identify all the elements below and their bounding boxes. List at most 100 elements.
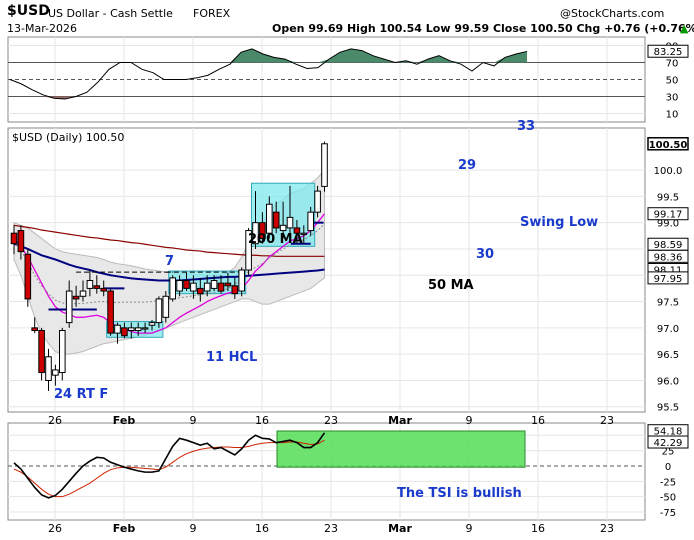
candle-body bbox=[107, 290, 114, 334]
candle-body bbox=[10, 232, 18, 245]
annotation-n30: 30 bbox=[476, 247, 494, 262]
tsi-last-value-box bbox=[647, 435, 689, 449]
header-name: US Dollar - Cash Settle bbox=[48, 7, 173, 20]
candle-body bbox=[259, 222, 266, 239]
price-y-tick: 95.5 bbox=[657, 403, 679, 414]
candle-body bbox=[31, 327, 38, 331]
price-y-tick: 97.5 bbox=[657, 298, 679, 309]
x-tick-label: 26 bbox=[48, 522, 62, 535]
price-label-box bbox=[647, 249, 689, 263]
price-label-value: 98.59 bbox=[654, 240, 683, 251]
x-tick-label: 9 bbox=[190, 414, 197, 427]
tsi-y-tick: -50 bbox=[660, 493, 676, 504]
candle-body bbox=[141, 327, 149, 330]
header-up-arrow-icon: ▲ bbox=[680, 22, 689, 35]
candle-body bbox=[217, 282, 225, 292]
candle-body bbox=[121, 327, 128, 337]
x-tick-label: 9 bbox=[466, 414, 473, 427]
ema-line bbox=[13, 213, 326, 334]
candle-body bbox=[65, 290, 73, 324]
candle-body bbox=[128, 327, 135, 331]
tsi-y-tick: 0 bbox=[665, 462, 671, 473]
candle-body bbox=[79, 290, 87, 297]
price-label-value: 98.11 bbox=[654, 265, 683, 276]
candle-body bbox=[93, 285, 101, 289]
x-tick-label: 9 bbox=[190, 522, 197, 535]
tsi-y-tick: -75 bbox=[660, 508, 676, 519]
price-label-value: 98.36 bbox=[654, 252, 683, 263]
candle-body bbox=[169, 277, 176, 300]
price-y-tick: 96.0 bbox=[657, 376, 679, 387]
x-tick-label: Mar bbox=[388, 414, 412, 427]
annotation-n33: 33 bbox=[517, 119, 535, 134]
rsi-y-tick: 70 bbox=[666, 59, 679, 70]
tsi-y-tick: 25 bbox=[662, 447, 675, 458]
x-tick-label: 23 bbox=[324, 414, 338, 427]
annotation-ma200: 200 MA bbox=[248, 232, 303, 247]
tsi-bullish-box bbox=[276, 430, 526, 468]
header-exchange: FOREX bbox=[193, 7, 231, 20]
x-tick-label: Feb bbox=[113, 414, 136, 427]
candle-body bbox=[279, 224, 287, 232]
candle-body bbox=[190, 282, 197, 292]
tsi-y-tick: -25 bbox=[660, 477, 676, 488]
candle-body bbox=[86, 280, 94, 289]
x-tick-label: Mar bbox=[388, 522, 412, 535]
tsi-last-value: 54.18 bbox=[654, 427, 683, 438]
rsi-y-tick: 10 bbox=[666, 110, 679, 121]
candle-body bbox=[266, 203, 273, 234]
header-symbol: $USD bbox=[7, 3, 50, 19]
price-label-value: 100.50 bbox=[649, 140, 688, 151]
ma50-line bbox=[13, 242, 325, 282]
price-label-box bbox=[647, 207, 689, 221]
candle-body bbox=[272, 211, 280, 229]
candle-body bbox=[197, 287, 204, 295]
candle-body bbox=[293, 227, 301, 234]
x-tick-label: 26 bbox=[48, 414, 62, 427]
candle-body bbox=[231, 285, 239, 295]
candle-body bbox=[52, 369, 59, 376]
candle-body bbox=[38, 329, 45, 374]
header-date: 13-Mar-2026 bbox=[7, 22, 77, 35]
candle-body bbox=[203, 282, 211, 292]
x-tick-label: 23 bbox=[324, 522, 338, 535]
rsi-last-value-box bbox=[647, 44, 689, 58]
price-y-tick: 99.0 bbox=[657, 219, 679, 230]
x-tick-label: 16 bbox=[255, 522, 269, 535]
candle-body bbox=[183, 280, 190, 289]
x-tick-label: 16 bbox=[531, 414, 545, 427]
candle-body bbox=[100, 287, 108, 292]
candle-body bbox=[252, 222, 259, 245]
candle-body bbox=[238, 269, 245, 292]
x-tick-label: 9 bbox=[466, 522, 473, 535]
candle-body bbox=[114, 324, 121, 334]
candle-body bbox=[210, 280, 218, 289]
candle-body bbox=[59, 329, 66, 374]
bollinger-band bbox=[13, 168, 325, 355]
candle-body bbox=[176, 280, 183, 292]
tsi-signal-line bbox=[13, 439, 325, 498]
candle-body bbox=[148, 322, 156, 326]
candle-body bbox=[162, 295, 170, 318]
candle-body bbox=[224, 282, 232, 287]
price-label-value: 97.95 bbox=[654, 274, 683, 285]
annotation-hcl: 11 HCL bbox=[206, 350, 257, 365]
rsi-last-value: 83.25 bbox=[654, 47, 683, 58]
x-tick-label: 23 bbox=[600, 522, 614, 535]
annotation-n7: 7 bbox=[165, 254, 174, 269]
x-tick-label: 16 bbox=[531, 522, 545, 535]
price-y-tick: 100.0 bbox=[654, 166, 683, 177]
candle-body bbox=[17, 230, 25, 253]
price-label-value: 99.17 bbox=[654, 210, 683, 221]
x-tick-label: 23 bbox=[600, 414, 614, 427]
annotation-ma50: 50 MA bbox=[428, 278, 474, 293]
candle-body bbox=[72, 295, 80, 300]
header-watermark: @StockCharts.com bbox=[560, 7, 665, 20]
price-label-box bbox=[647, 271, 689, 285]
candle-body bbox=[134, 327, 142, 331]
rsi-y-tick: 30 bbox=[666, 93, 679, 104]
price-legend: $USD (Daily) 100.50 bbox=[12, 131, 124, 144]
price-y-tick: 99.5 bbox=[657, 192, 679, 203]
x-tick-label: Feb bbox=[113, 522, 136, 535]
